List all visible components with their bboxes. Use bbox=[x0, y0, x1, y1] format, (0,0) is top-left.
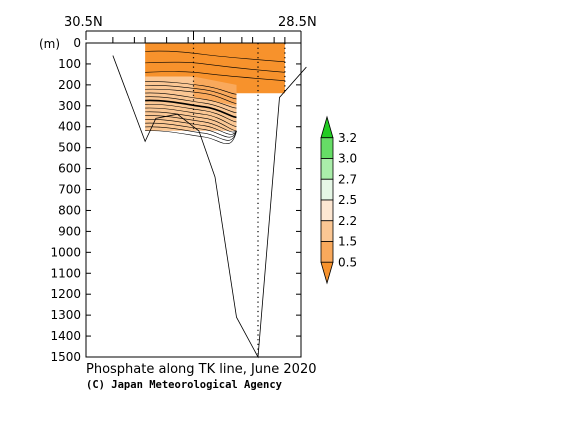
y-tick-label: 400 bbox=[58, 120, 81, 134]
colorbar-label: 2.7 bbox=[338, 172, 357, 186]
bottom-profile-line bbox=[112, 55, 307, 359]
y-tick-label: 800 bbox=[58, 203, 81, 217]
colorbar: 3.2 3.0 2.7 2.5 2.2 1.5 0.5 bbox=[320, 115, 357, 285]
y-tick-label: 600 bbox=[58, 162, 81, 176]
contour-line bbox=[145, 71, 285, 81]
y-tick-label: 1500 bbox=[50, 350, 81, 364]
y-tick-label: 1000 bbox=[50, 245, 81, 259]
contour-line bbox=[145, 119, 237, 135]
contour-line bbox=[145, 115, 237, 133]
y-tick-label: 900 bbox=[58, 224, 81, 238]
y-tick-label: 1400 bbox=[50, 329, 81, 343]
plot-area: 0 100 200 300 400 500 600 700 800 900 1000 1100 1200… bbox=[50, 30, 307, 364]
y-tick-label: 1100 bbox=[50, 266, 81, 280]
y-tick-label: 300 bbox=[58, 99, 81, 113]
contour-line bbox=[145, 99, 237, 119]
colorbar-bin bbox=[320, 220, 334, 242]
colorbar-label: 2.5 bbox=[338, 193, 357, 207]
x-label-right: 28.5N bbox=[278, 15, 317, 30]
contour-line bbox=[145, 88, 237, 104]
colorbar-label: 1.5 bbox=[338, 235, 357, 249]
contour-line bbox=[145, 92, 237, 109]
colorbar-bin bbox=[320, 178, 334, 201]
colorbar-bin bbox=[320, 137, 334, 159]
colorbar-bin bbox=[320, 199, 334, 222]
colorbar-bin bbox=[320, 158, 334, 180]
y-unit-label: (m) bbox=[39, 37, 60, 51]
filled-region-transition bbox=[193, 76, 237, 106]
colorbar-label: 3.0 bbox=[338, 152, 357, 166]
y-tick-label: 700 bbox=[58, 183, 81, 197]
y-tick-label: 500 bbox=[58, 141, 81, 155]
y-tick-label: 200 bbox=[58, 78, 81, 92]
chart-title: Phosphate along TK line, June 2020 bbox=[86, 362, 317, 377]
y-tick-label: 0 bbox=[73, 36, 81, 50]
plot-frame bbox=[85, 42, 302, 358]
colorbar-label: 3.2 bbox=[338, 131, 357, 145]
chart-credit: (C) Japan Meteorological Agency bbox=[86, 379, 283, 391]
colorbar-bin bbox=[320, 261, 334, 285]
contour-line bbox=[145, 96, 237, 114]
contour-line bbox=[145, 122, 237, 138]
y-tick-label: 1300 bbox=[50, 308, 81, 322]
contour-line bbox=[145, 81, 237, 95]
colorbar-label: 0.5 bbox=[338, 255, 357, 269]
colorbar-label: 2.2 bbox=[338, 214, 357, 228]
colorbar-bin bbox=[320, 115, 334, 139]
x-label-left: 30.5N bbox=[64, 15, 103, 30]
contour-line bbox=[145, 103, 237, 123]
colorbar-bin bbox=[320, 241, 334, 263]
y-tick-label: 1200 bbox=[50, 287, 81, 301]
contour-line bbox=[145, 50, 285, 63]
contour-line bbox=[145, 111, 237, 132]
contour-line bbox=[145, 85, 237, 100]
contour-line bbox=[145, 130, 237, 144]
contour-line bbox=[145, 107, 237, 127]
y-tick-label: 100 bbox=[58, 57, 81, 71]
contour-line bbox=[145, 126, 237, 141]
contour-line bbox=[145, 61, 285, 73]
